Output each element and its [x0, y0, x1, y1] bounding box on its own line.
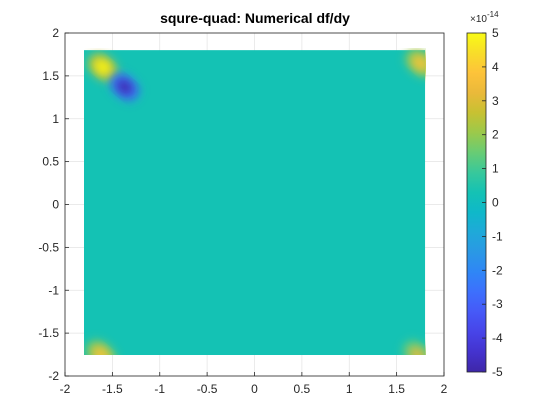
chart-title: squre-quad: Numerical df/dy: [160, 10, 350, 26]
colorbar-tick-label: 2: [492, 128, 499, 142]
x-tick-label: 0: [251, 382, 258, 396]
colorbar-tick-label: 3: [492, 94, 499, 108]
feature-positive: [86, 341, 116, 355]
y-tick-label: 0: [52, 198, 59, 212]
y-tick-label: -1.5: [38, 326, 59, 340]
colorbar-exponent: ×10-14: [470, 10, 499, 25]
colorbar-tick-label: 0: [492, 196, 499, 210]
colorbar-tick-label: 1: [492, 162, 499, 176]
colorbar-tick-label: -3: [492, 297, 503, 311]
y-tick-label: -0.5: [38, 240, 59, 254]
colorbar-tick-label: -2: [492, 263, 503, 277]
heatmap-domain: [84, 50, 426, 355]
feature-positive: [406, 49, 426, 77]
x-tick-label: -1: [154, 382, 165, 396]
y-tick-label: 1.5: [42, 69, 59, 83]
colorbar-tick-label: -5: [492, 365, 503, 379]
colorbar-tick-label: 5: [492, 26, 499, 40]
y-tick-label: -1: [48, 283, 59, 297]
x-axis: -2 -1.5 -1 -0.5 0 0.5 1 1.5 2: [60, 372, 448, 396]
heatmap-layer: [84, 49, 426, 355]
y-axis: 2 1.5 1 0.5 0 -0.5 -1 -1.5 -2: [38, 26, 69, 383]
y-tick-label: 1: [52, 112, 59, 126]
x-tick-label: 0.5: [294, 382, 311, 396]
colorbar-tick-label: -4: [492, 331, 503, 345]
x-tick-label: 1: [346, 382, 353, 396]
y-tick-label: -2: [48, 369, 59, 383]
x-tick-label: -1.5: [102, 382, 123, 396]
colorbar-tick-label: 4: [492, 60, 499, 74]
x-tick-label: -0.5: [197, 382, 218, 396]
y-tick-label: 0.5: [42, 155, 59, 169]
feature-positive: [88, 54, 118, 81]
colorbar-exponent-power: -14: [487, 10, 499, 19]
x-tick-label: -2: [60, 382, 71, 396]
colorbar-tick-label: -1: [492, 229, 503, 243]
x-tick-label: 2: [441, 382, 448, 396]
colorbar-ticks: 5 4 3 2 1 0 -1 -2 -3 -4 -5: [482, 26, 503, 379]
feature-negative: [110, 73, 139, 101]
y-tick-label: 2: [52, 26, 59, 40]
x-tick-label: 1.5: [388, 382, 405, 396]
feature-positive: [403, 341, 426, 355]
colorbar-exponent-base: ×10: [470, 14, 487, 25]
